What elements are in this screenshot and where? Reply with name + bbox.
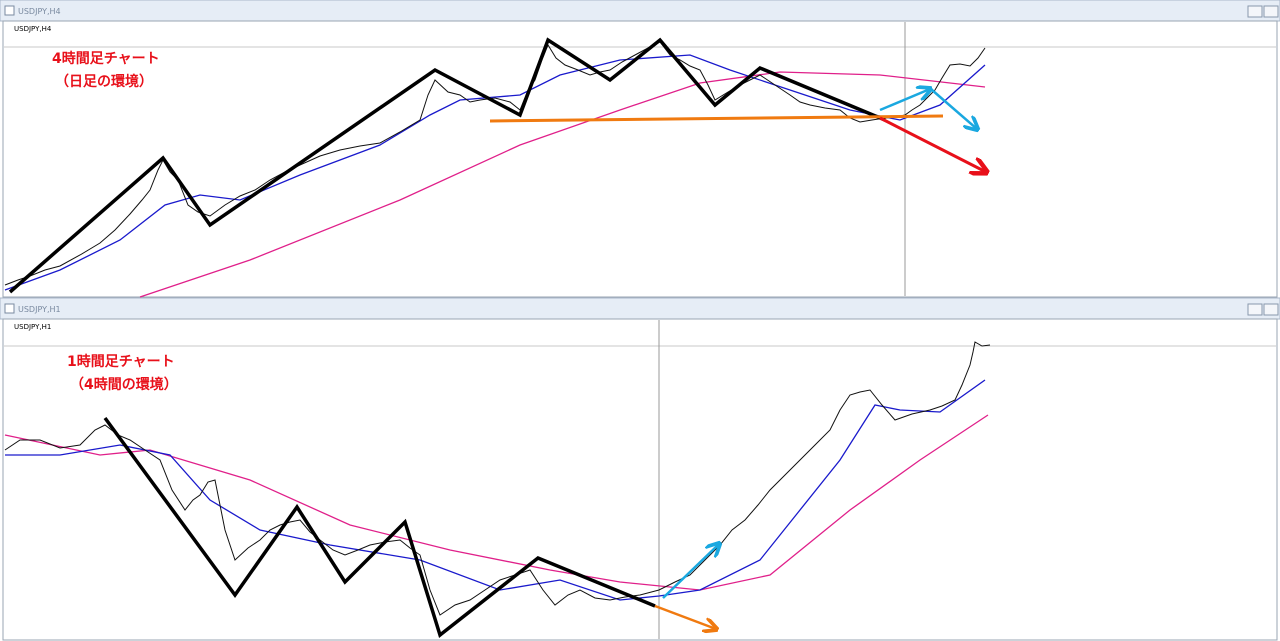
support-line: [489, 114, 944, 123]
window-h1: USDJPY,H1 USDJPY,H1 1時間足チャート （4時間の環境）: [0, 297, 1280, 641]
moving-average: [5, 379, 986, 601]
window-h4: USDJPY,H4 USDJPY,H4 4時間足チャート （日足の環境）: [0, 0, 1280, 298]
maximize-button[interactable]: [1263, 5, 1279, 18]
annotation: 1時間足チャート: [67, 353, 175, 370]
down-arrow: [654, 604, 716, 629]
title-bar: [0, 0, 1280, 22]
down-arrow: [879, 116, 986, 172]
minimize-button[interactable]: [1247, 303, 1263, 316]
zigzag-line: [103, 416, 656, 638]
window-icon: [4, 303, 15, 314]
title-bar: [0, 297, 1280, 320]
moving-average: [139, 71, 986, 298]
annotation: 4時間足チャート: [52, 50, 160, 67]
annotation: （日足の環境）: [55, 73, 153, 90]
up-arrow: [662, 544, 719, 599]
window-title: USDJPY,H4: [18, 7, 61, 16]
minimize-button[interactable]: [1247, 5, 1263, 18]
price-candles: [4, 341, 991, 616]
symbol-label: USDJPY,H1: [14, 323, 51, 331]
symbol-label: USDJPY,H4: [14, 25, 52, 33]
annotation: （4時間の環境）: [70, 376, 178, 393]
window-title: USDJPY,H1: [18, 305, 61, 314]
zigzag-line: [8, 37, 886, 294]
chart-area: [2, 20, 1278, 298]
maximize-button[interactable]: [1263, 303, 1279, 316]
down-arrow: [931, 89, 977, 129]
chart-area: [2, 318, 1278, 641]
moving-average: [4, 414, 989, 591]
window-icon: [4, 5, 15, 16]
up-arrow: [879, 89, 930, 112]
